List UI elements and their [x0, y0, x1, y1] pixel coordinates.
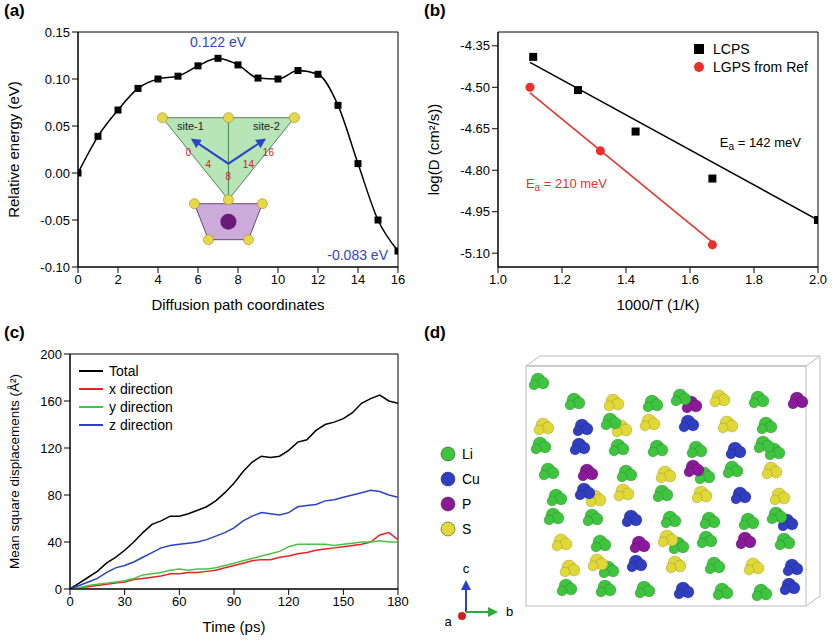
svg-text:-4.35: -4.35 [460, 38, 490, 53]
svg-text:16: 16 [263, 147, 275, 158]
svg-text:Relative energy (eV): Relative energy (eV) [6, 81, 22, 218]
svg-text:Ea = 142 meV: Ea = 142 meV [720, 135, 801, 152]
svg-text:Ea = 210 meV: Ea = 210 meV [526, 175, 607, 192]
svg-text:2.0: 2.0 [809, 272, 827, 287]
svg-text:0.15: 0.15 [45, 25, 70, 40]
svg-text:site-2: site-2 [253, 120, 280, 132]
svg-text:4: 4 [206, 159, 212, 170]
html-text:z direction: z direction [109, 417, 173, 433]
svg-text:1.4: 1.4 [617, 272, 635, 287]
svg-text:14: 14 [351, 272, 365, 287]
svg-text:1.8: 1.8 [745, 272, 763, 287]
svg-text:S: S [462, 521, 471, 537]
svg-text:10: 10 [271, 272, 285, 287]
svg-text:-0.10: -0.10 [40, 260, 70, 275]
svg-text:-0.083 eV: -0.083 eV [327, 247, 388, 263]
svg-text:30: 30 [117, 594, 131, 609]
html-text:Total: Total [109, 363, 139, 379]
svg-text:8: 8 [234, 272, 241, 287]
svg-text:Time (ps): Time (ps) [203, 618, 266, 635]
svg-text:4: 4 [154, 272, 161, 287]
svg-text:Cu: Cu [462, 471, 480, 487]
svg-text:-4.65: -4.65 [460, 121, 490, 136]
svg-text:0: 0 [55, 582, 62, 597]
svg-text:120: 120 [278, 594, 300, 609]
svg-text:0: 0 [74, 272, 81, 287]
svg-text:c: c [463, 561, 470, 576]
svg-text:b: b [506, 604, 513, 619]
svg-text:log(D (cm²/s)): log(D (cm²/s)) [426, 104, 442, 196]
svg-text:200: 200 [40, 347, 62, 362]
html-text:x direction: x direction [109, 381, 173, 397]
svg-text:P: P [462, 496, 471, 512]
svg-text:0: 0 [186, 147, 192, 158]
svg-text:16: 16 [391, 272, 405, 287]
svg-text:1.0: 1.0 [489, 272, 507, 287]
svg-text:2: 2 [114, 272, 121, 287]
svg-text:a: a [444, 614, 452, 629]
svg-text:6: 6 [194, 272, 201, 287]
svg-text:Li: Li [462, 446, 473, 462]
svg-text:0.00: 0.00 [45, 166, 70, 181]
svg-text:12: 12 [311, 272, 325, 287]
svg-text:90: 90 [227, 594, 241, 609]
svg-text:60: 60 [172, 594, 186, 609]
svg-text:8: 8 [226, 171, 232, 182]
svg-text:Mean square displacements (Å²): Mean square displacements (Å²) [7, 374, 22, 569]
html-text:(c): (c) [4, 323, 25, 342]
svg-text:150: 150 [332, 594, 354, 609]
svg-text:-4.95: -4.95 [460, 204, 490, 219]
svg-text:0.122 eV: 0.122 eV [190, 34, 247, 50]
svg-text:-5.10: -5.10 [460, 246, 490, 261]
svg-text:-0.05: -0.05 [40, 213, 70, 228]
svg-text:1.2: 1.2 [553, 272, 571, 287]
svg-text:0.10: 0.10 [45, 72, 70, 87]
svg-text:-4.80: -4.80 [460, 163, 490, 178]
svg-text:Diffusion path coordinates: Diffusion path coordinates [151, 296, 324, 313]
svg-text:180: 180 [387, 594, 409, 609]
html-text:(b): (b) [424, 1, 446, 20]
svg-text:site-1: site-1 [177, 120, 204, 132]
svg-text:120: 120 [40, 441, 62, 456]
svg-text:1.6: 1.6 [681, 272, 699, 287]
svg-text:1000/T (1/K): 1000/T (1/K) [616, 296, 699, 313]
svg-text:-4.50: -4.50 [460, 80, 490, 95]
svg-text:14: 14 [243, 159, 255, 170]
svg-text:40: 40 [48, 535, 62, 550]
svg-text:160: 160 [40, 394, 62, 409]
html-text:LGPS from Ref: LGPS from Ref [713, 59, 808, 75]
html-text:(d): (d) [424, 323, 446, 342]
html-text:LCPS: LCPS [713, 41, 750, 57]
svg-text:80: 80 [48, 488, 62, 503]
svg-text:0: 0 [66, 594, 73, 609]
svg-text:0.05: 0.05 [45, 119, 70, 134]
html-text:(a): (a) [4, 1, 25, 20]
html-text:y direction: y direction [109, 399, 173, 415]
